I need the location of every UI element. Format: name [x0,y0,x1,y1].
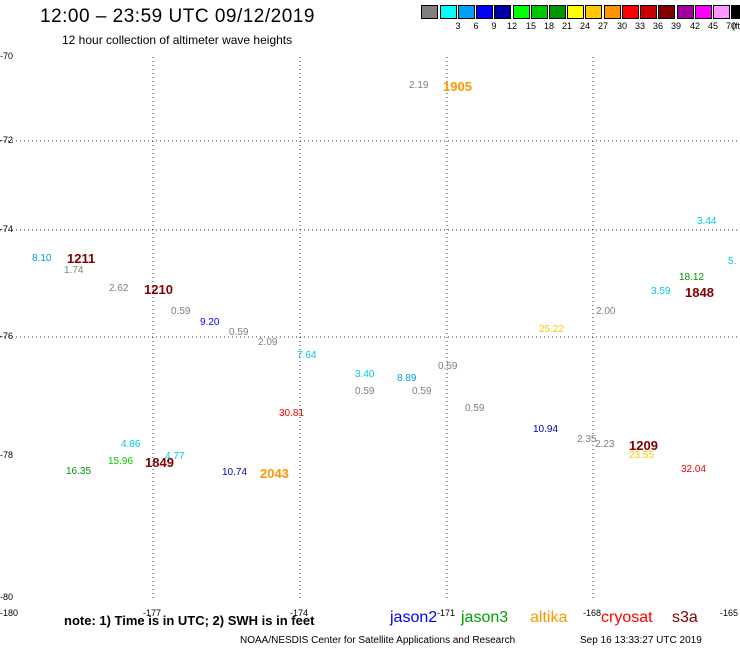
legend-swatch [585,5,602,19]
satellite-name: s3a [672,609,698,626]
legend-tick-label: 70 [725,21,737,31]
legend-tick-label: 21 [561,21,573,31]
legend-tick-label: 27 [597,21,609,31]
wave-height-value: 8.89 [397,373,417,384]
wave-height-value: 2.19 [409,80,429,91]
wave-height-value: 3.44 [697,216,717,227]
pass-time-label: 2043 [260,466,289,481]
footer-note: note: 1) Time is in UTC; 2) SWH is in fe… [64,613,315,628]
legend-swatch [677,5,694,19]
wave-height-value: 0.59 [465,403,485,414]
longitude-label: -165 [720,608,739,618]
legend-tick-label: 15 [525,21,537,31]
legend-swatch [695,5,712,19]
wave-height-value: 18.12 [679,272,705,283]
legend-tick-label: 24 [579,21,591,31]
map-subtitle: 12 hour collection of altimeter wave hei… [62,33,293,47]
legend-swatch [440,5,457,19]
longitude-label: -177 [143,608,162,618]
wave-height-value: 2.35 [577,434,597,445]
satellite-name: jason2 [390,609,438,626]
legend-unit: (ft) [732,21,740,31]
legend-swatch [421,5,438,19]
wave-height-value: 5. [728,256,737,267]
wave-height-value: 30.81 [279,408,305,419]
legend-tick-label: 30 [616,21,628,31]
wave-height-value: 25.22 [539,324,565,335]
legend-tick-label: 39 [670,21,682,31]
wave-height-value: 0.59 [412,386,432,397]
pass-time-label: 1211 [67,251,96,266]
pass-time-label: 1209 [629,438,658,453]
wave-height-value: 0.59 [438,361,458,372]
legend-tick-label: 42 [689,21,701,31]
satellite-name: altika [530,609,568,626]
footer-credit: NOAA/NESDIS Center for Satellite Applica… [240,635,516,646]
latitude-label: -76 [0,331,14,341]
latitude-label: -80 [0,592,14,602]
legend-swatch [494,5,511,19]
latitude-label: -78 [0,450,14,460]
wave-height-value: 1.74 [64,265,84,276]
pass-time-label: 1848 [685,285,714,300]
pass-time-label: 1849 [145,455,174,470]
wave-height-value: 8.10 [32,253,52,264]
wave-height-value: 0.59 [171,306,191,317]
longitude-label: -174 [290,608,309,618]
legend-tick-label: 36 [652,21,664,31]
legend-tick-label: 18 [543,21,555,31]
wave-height-value: 2.09 [258,337,278,348]
wave-height-value: 4.86 [121,439,141,450]
longitude-label: -180 [0,608,19,618]
latitude-label: -72 [0,135,14,145]
footer-timestamp: Sep 16 13:33:27 UTC 2019 [580,635,702,646]
legend-swatch [622,5,639,19]
wave-height-value: 4.77 [165,451,185,462]
longitude-label: -171 [437,608,456,618]
legend-swatch [549,5,566,19]
wave-height-value: 2.62 [109,283,129,294]
wave-height-value: 15.96 [108,456,134,467]
satellite-name: jason3 [461,609,509,626]
wave-height-value: 10.74 [222,467,248,478]
wave-height-value: 9.20 [200,317,220,328]
legend-swatch [713,5,730,19]
wave-height-value: 10.94 [533,424,559,435]
wave-height-value: 16.35 [66,466,92,477]
legend-tick-label: 3 [455,21,461,31]
wave-height-value: 3.40 [355,369,375,380]
legend-swatch [640,5,657,19]
latitude-label: -74 [0,224,14,234]
wave-height-value: 7.64 [297,350,317,361]
legend-swatch [513,5,530,19]
legend-tick-label: 33 [634,21,646,31]
wave-height-value: 2.23 [595,439,615,450]
legend-swatch [731,5,740,19]
wave-height-value: 0.59 [355,386,375,397]
legend-tick-label: 12 [506,21,518,31]
wave-height-value: 2.00 [596,306,616,317]
wave-height-value: 0.59 [229,327,249,338]
legend-tick-label: 9 [491,21,497,31]
legend-swatch [604,5,621,19]
wave-height-value: 3.59 [651,286,671,297]
pass-time-label: 1210 [144,282,173,297]
legend-swatch [458,5,475,19]
legend-swatch [658,5,675,19]
pass-time-label: 1905 [443,79,472,94]
legend-swatch [476,5,493,19]
latitude-label: -70 [0,51,14,61]
legend-swatch [531,5,548,19]
satellite-name: cryosat [601,609,653,626]
legend-tick-label: 6 [473,21,479,31]
map-title: 12:00 – 23:59 UTC 09/12/2019 [40,6,315,27]
legend-tick-label: 45 [707,21,719,31]
wave-height-value: 23.55 [629,450,655,461]
wave-height-value: 32.04 [681,464,707,475]
longitude-label: -168 [583,608,602,618]
legend-swatch [567,5,584,19]
